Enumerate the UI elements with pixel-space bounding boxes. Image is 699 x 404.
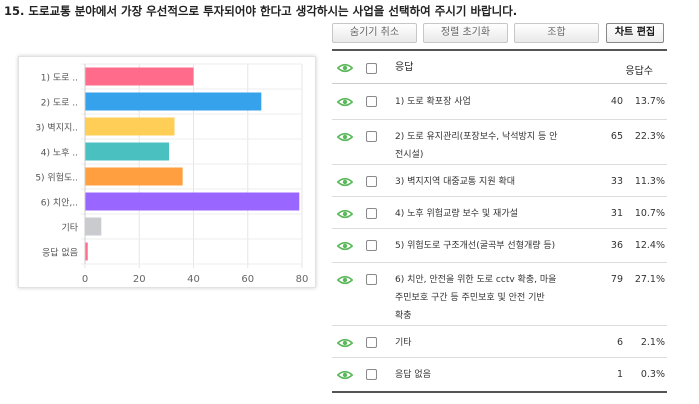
table-header: 응답 응답수 — [332, 51, 667, 84]
table-bottom-rule — [332, 391, 667, 393]
bar[interactable] — [85, 142, 170, 161]
response-percent: 0.3% — [640, 369, 665, 380]
row-checkbox[interactable] — [366, 337, 377, 348]
bar[interactable] — [85, 167, 183, 186]
response-label: 1) 도로 확포장 사업 — [395, 93, 605, 111]
response-label: 응답 없음 — [395, 366, 605, 384]
chart-edit-button[interactable]: 차트 편집 — [606, 23, 664, 43]
response-label-line: 5) 위험도로 구조개선(굴곡부 선형개량 등) — [395, 241, 556, 251]
eye-icon[interactable] — [337, 209, 353, 219]
response-label: 3) 벽지지역 대중교통 지원 확대 — [395, 173, 605, 191]
sort-reset-button[interactable]: 정렬 초기화 — [423, 23, 508, 43]
table-row: 응답 없음 1 0.3% — [332, 358, 667, 391]
eye-icon[interactable] — [337, 97, 353, 107]
table-row: 4) 노후 위험교량 보수 및 재가설 31 10.7% — [332, 197, 667, 229]
table-row: 5) 위험도로 구조개선(굴곡부 선형개량 등) 36 12.4% — [332, 229, 667, 263]
bar[interactable] — [85, 217, 102, 236]
category-label: 5) 위험도.. — [35, 173, 78, 184]
category-label: 응답 없음 — [42, 247, 78, 259]
category-label: 1) 도로 .. — [41, 74, 78, 84]
table-row: 기타 6 2.1% — [332, 326, 667, 358]
response-count: 65 — [610, 131, 623, 142]
eye-icon[interactable] — [337, 370, 353, 380]
category-label: 기타 — [61, 223, 78, 234]
response-label-line: 기타 — [395, 338, 412, 348]
combine-button[interactable]: 조합 — [514, 23, 599, 43]
response-label-line: 확충 — [395, 311, 412, 321]
row-checkbox[interactable] — [366, 369, 377, 380]
response-label-line: 4) 노후 위험교량 보수 및 재가설 — [395, 209, 518, 219]
eye-icon[interactable] — [337, 338, 353, 348]
response-label-line: 전시설) — [395, 150, 424, 160]
bar[interactable] — [85, 242, 88, 261]
response-percent: 11.3% — [634, 176, 665, 187]
category-label: 3) 벽지지.. — [35, 123, 78, 134]
bar[interactable] — [85, 117, 175, 136]
eye-icon[interactable] — [337, 63, 353, 73]
response-count: 79 — [610, 274, 623, 285]
response-label: 기타 — [395, 334, 605, 352]
count-column-header: 응답수 — [625, 66, 653, 77]
response-label-line: 2) 도로 유지관리(포장보수, 낙석방지 등 안 — [395, 132, 558, 142]
row-checkbox[interactable] — [366, 96, 377, 107]
response-label: 5) 위험도로 구조개선(굴곡부 선형개량 등) — [395, 237, 605, 255]
response-count: 1 — [616, 369, 623, 380]
hide-cancel-button[interactable]: 숨기기 취소 — [332, 23, 417, 43]
response-bar-chart: 0 20 40 60 80 1) 도로 .. 2) 도로 .. 3) 벽지지.. 4) 노후 .… — [18, 56, 316, 288]
category-label: 2) 도로 .. — [41, 99, 78, 109]
x-tick-label: 80 — [296, 274, 309, 285]
response-column-header: 응답 — [395, 62, 414, 73]
table-row: 1) 도로 확포장 사업 40 13.7% — [332, 85, 667, 120]
bar[interactable] — [85, 92, 262, 111]
table-top-rule — [332, 49, 667, 51]
row-checkbox[interactable] — [366, 131, 377, 142]
response-label-line: 3) 벽지지역 대중교통 지원 확대 — [395, 177, 516, 187]
response-label-line: 응답 없음 — [395, 370, 431, 380]
eye-icon[interactable] — [337, 132, 353, 142]
response-count: 40 — [610, 96, 623, 107]
eye-icon[interactable] — [337, 275, 353, 285]
bar[interactable] — [85, 192, 300, 211]
response-percent: 10.7% — [634, 208, 665, 219]
response-percent: 13.7% — [634, 96, 665, 107]
row-checkbox[interactable] — [366, 274, 377, 285]
category-label: 6) 치안,.. — [41, 197, 78, 209]
response-percent: 22.3% — [634, 131, 665, 142]
row-checkbox[interactable] — [366, 240, 377, 251]
select-all-checkbox[interactable] — [366, 63, 377, 74]
bar[interactable] — [85, 67, 194, 86]
response-percent: 12.4% — [634, 240, 665, 251]
response-label-line: 6) 치안, 안전을 위한 도로 cctv 확충, 마을 — [395, 275, 557, 285]
x-tick-label: 60 — [241, 274, 254, 285]
question-title: 15. 도로교통 분야에서 가장 우선적으로 투자되어야 한다고 생각하시는 사… — [4, 4, 518, 18]
table-row: 3) 벽지지역 대중교통 지원 확대 33 11.3% — [332, 165, 667, 197]
row-checkbox[interactable] — [366, 176, 377, 187]
category-label: 4) 노후 .. — [41, 148, 78, 159]
response-percent: 2.1% — [640, 337, 665, 348]
response-count: 6 — [616, 337, 623, 348]
response-label-line: 1) 도로 확포장 사업 — [395, 97, 471, 107]
row-checkbox[interactable] — [366, 208, 377, 219]
response-count: 31 — [610, 208, 623, 219]
results-table: 응답 응답수 1) 도로 확포장 사업 40 13.7% 2) 도로 유지관리(포장보… — [332, 49, 667, 393]
x-tick-label: 20 — [133, 274, 146, 285]
response-count: 33 — [610, 176, 623, 187]
response-label-line: 주민보호 구간 등 주민보호 및 안전 기반 — [395, 293, 545, 303]
eye-icon[interactable] — [337, 177, 353, 187]
response-percent: 27.1% — [634, 274, 665, 285]
eye-icon[interactable] — [337, 241, 353, 251]
chart-canvas: 0 20 40 60 80 1) 도로 .. 2) 도로 .. 3) 벽지지.. 4) 노후 .… — [35, 63, 309, 285]
response-label: 4) 노후 위험교량 보수 및 재가설 — [395, 205, 605, 223]
x-tick-label: 0 — [82, 274, 88, 285]
x-tick-label: 40 — [187, 274, 200, 285]
response-count: 36 — [610, 240, 623, 251]
